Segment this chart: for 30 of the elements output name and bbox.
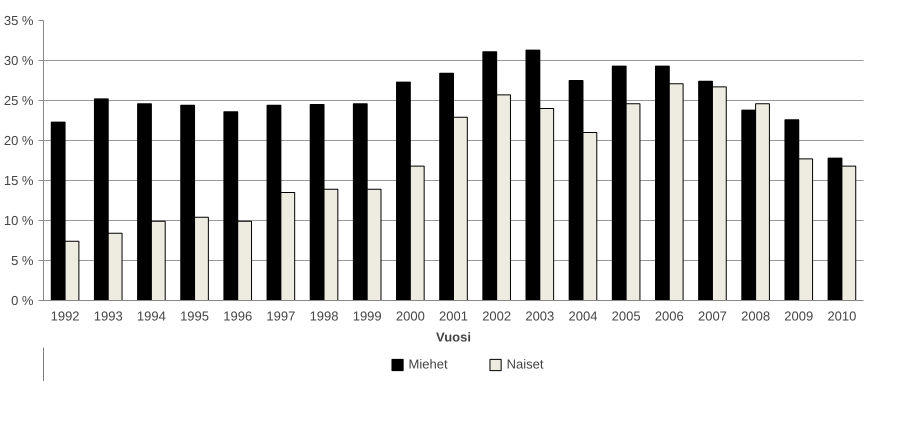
x-tick-label: 1994 (136, 308, 166, 324)
x-tick-label: 2000 (396, 308, 425, 324)
legend-label: Naiset (506, 356, 544, 372)
x-tick-label: 1996 (223, 308, 252, 324)
x-tick-label: 1993 (94, 308, 123, 324)
y-tick-label: 20 % (4, 133, 34, 148)
x-tick-label: 2006 (654, 308, 684, 324)
y-tick-label: 15 % (4, 173, 34, 188)
y-tick-label: 10 % (4, 213, 34, 228)
x-tick-label: 1999 (352, 308, 382, 324)
x-tick-label: 1998 (310, 308, 338, 324)
x-axis-title: Vuosi (436, 330, 471, 344)
x-tick-label: 2003 (525, 308, 554, 324)
x-tick-label: 1992 (50, 308, 80, 324)
y-tick-label: 25 % (4, 93, 34, 108)
x-tick-label: 2010 (827, 308, 856, 324)
x-tick-label: 2002 (482, 308, 512, 324)
x-tick-label: 2009 (784, 308, 814, 324)
x-tick-label: 2001 (439, 308, 468, 324)
x-tick-label: 2007 (698, 308, 727, 324)
x-tick-label: 2004 (568, 308, 598, 324)
x-tick-label: 2008 (741, 308, 770, 324)
y-tick-label: 35 % (4, 13, 34, 28)
y-tick-label: 0 % (11, 293, 34, 308)
y-tick-label: 30 % (4, 53, 34, 68)
legend-label: Miehet (408, 356, 448, 372)
y-tick-label: 5 % (11, 253, 34, 268)
x-tick-label: 1997 (266, 308, 296, 324)
x-tick-label: 2005 (612, 308, 641, 324)
x-tick-label: 1995 (180, 308, 210, 324)
